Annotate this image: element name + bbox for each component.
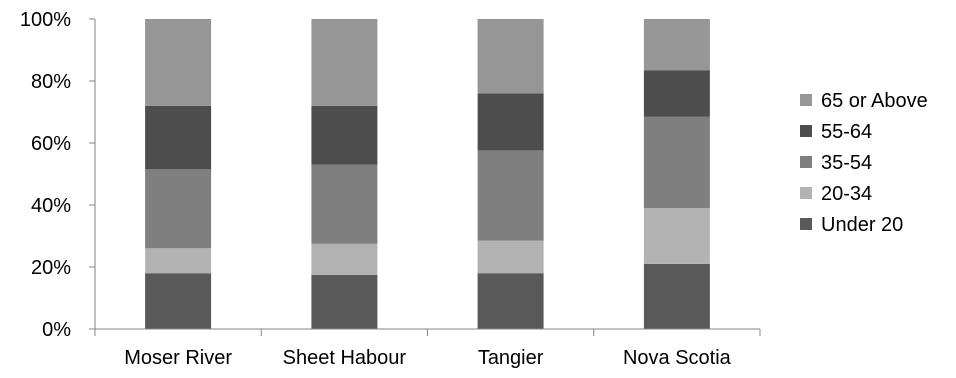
bar-segment [643, 116, 710, 209]
y-tick-label: 60% [31, 133, 71, 155]
bar-segment [643, 19, 710, 71]
bar-segment [477, 19, 544, 94]
bar-segment [311, 19, 378, 106]
y-tick-label: 20% [31, 257, 71, 279]
x-tick-label: Moser River [124, 347, 232, 369]
bar-segment [643, 70, 710, 117]
legend-swatch [800, 94, 812, 106]
bar-segment [145, 105, 212, 170]
x-tick-label: Sheet Habour [283, 347, 407, 369]
bar-segment [477, 150, 544, 241]
bar-segment [643, 263, 710, 329]
y-tick-label: 0% [42, 319, 71, 341]
bar-segment [145, 273, 212, 329]
bar-segment [643, 208, 710, 264]
bar-segment [311, 164, 378, 244]
legend-swatch [800, 125, 812, 137]
bar-segment [145, 248, 212, 274]
bar-segment [477, 93, 544, 151]
bar-segment [477, 240, 544, 274]
legend-label: 35-54 [821, 152, 872, 174]
y-tick-label: 100% [20, 9, 71, 31]
legend-label: 55-64 [821, 121, 872, 143]
legend-label: 65 or Above [821, 90, 928, 112]
y-tick-label: 80% [31, 71, 71, 93]
legend-swatch [800, 218, 812, 230]
bar-segment [311, 105, 378, 165]
legend-swatch [800, 156, 812, 168]
bar-segment [145, 19, 212, 106]
y-tick-label: 40% [31, 195, 71, 217]
legend-label: Under 20 [821, 214, 903, 236]
bar-segment [477, 273, 544, 329]
bar-segment [145, 169, 212, 249]
bar-segment [311, 274, 378, 330]
x-tick-label: Tangier [478, 347, 544, 369]
legend-swatch [800, 187, 812, 199]
legend-label: 20-34 [821, 183, 872, 205]
bar-segment [311, 243, 378, 275]
x-tick-label: Nova Scotia [623, 347, 732, 369]
